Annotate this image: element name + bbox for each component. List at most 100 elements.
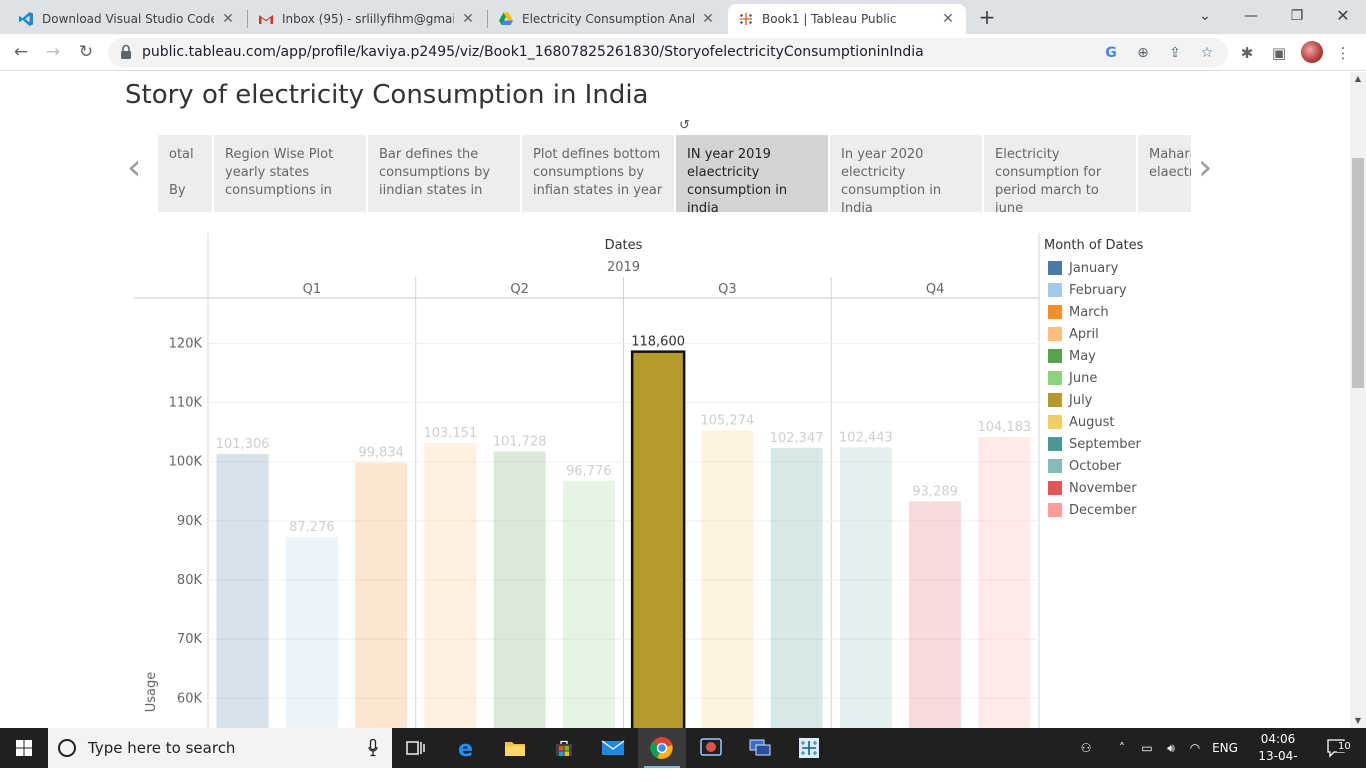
google-icon[interactable]: G xyxy=(1105,45,1117,61)
menu-kebab-icon[interactable]: ⋮ xyxy=(1335,44,1351,62)
search-placeholder: Type here to search xyxy=(88,739,236,757)
story-point-caption: otal By xyxy=(169,147,194,198)
legend-item-august[interactable]: August xyxy=(1048,413,1115,431)
language-indicator[interactable]: ENG xyxy=(1212,741,1238,755)
windows-taskbar: Type here to search e ⚇ ˄ ▭ 🔊︎ ◠ ENG 04:… xyxy=(0,728,1366,780)
y-tick-label: 100K xyxy=(169,455,203,470)
file-explorer-icon[interactable] xyxy=(491,728,539,768)
side-panel-icon[interactable]: ▣ xyxy=(1271,44,1287,62)
browser-tab-strip: Download Visual Studio Code - M ✕ Inbox … xyxy=(0,0,1366,34)
show-hidden-icons-chevron-icon[interactable]: ˄ xyxy=(1119,741,1125,755)
story-point[interactable]: otal By xyxy=(158,135,212,212)
minimize-button[interactable]: — xyxy=(1244,8,1258,24)
story-point[interactable]: Bar defines the consumptions by iindian … xyxy=(368,135,520,212)
media-player-icon[interactable] xyxy=(687,728,735,768)
tab-gmail[interactable]: Inbox (95) - srlillyfihm@gmail.co ✕ xyxy=(248,4,486,34)
close-icon[interactable]: ✕ xyxy=(942,11,954,27)
legend-swatch xyxy=(1048,349,1062,363)
taskbar-clock[interactable]: 04:06 13-04-2023 xyxy=(1248,731,1308,782)
legend-item-september[interactable]: September xyxy=(1048,435,1141,453)
extensions-puzzle-icon[interactable]: ✱ xyxy=(1240,44,1254,62)
chrome-icon[interactable] xyxy=(638,728,686,768)
back-button[interactable]: ← xyxy=(13,42,29,62)
y-tick-label: 80K xyxy=(177,573,203,588)
legend-item-june[interactable]: June xyxy=(1048,369,1097,387)
profile-avatar[interactable] xyxy=(1301,41,1323,63)
legend-item-november[interactable]: November xyxy=(1048,479,1137,497)
page-scrollbar[interactable]: ▲ ▼ xyxy=(1350,72,1366,728)
restore-button[interactable]: ❐ xyxy=(1290,8,1304,24)
edge-browser-icon[interactable]: e xyxy=(443,728,491,768)
story-point[interactable]: Mahara highest elaectr xyxy=(1138,135,1191,212)
url-text: public.tableau.com/app/profile/kaviya.p2… xyxy=(142,44,924,60)
close-icon[interactable]: ✕ xyxy=(462,11,474,27)
previous-story-point-icon[interactable]: ‹ xyxy=(127,147,142,188)
bar-march xyxy=(355,462,408,728)
notification-count: 10 xyxy=(1337,741,1352,752)
legend-label: September xyxy=(1069,436,1141,452)
taskbar-search-box[interactable]: Type here to search xyxy=(48,728,392,768)
bar-value-label: 87,276 xyxy=(289,520,335,535)
bar-july xyxy=(630,350,686,728)
notification-center-button[interactable]: 10 xyxy=(1318,728,1358,768)
story-point[interactable]: In year 2020 electricity consumption in … xyxy=(830,135,982,212)
tab-tableau[interactable]: Book1 | Tableau Public ✕ xyxy=(728,4,966,34)
quarter-label: Q4 xyxy=(926,282,945,297)
tab-vscode[interactable]: Download Visual Studio Code - M ✕ xyxy=(8,4,246,34)
next-story-point-icon[interactable]: › xyxy=(1198,147,1213,188)
new-tab-button[interactable]: + xyxy=(978,5,996,29)
close-icon[interactable]: ✕ xyxy=(702,11,714,27)
legend-swatch xyxy=(1048,481,1062,495)
remote-desktop-icon[interactable] xyxy=(736,728,784,768)
windows-logo-icon xyxy=(16,740,32,756)
forward-button[interactable]: → xyxy=(45,42,61,62)
revert-icon[interactable]: ↺ xyxy=(679,118,690,133)
battery-icon[interactable]: ▭ xyxy=(1141,741,1153,755)
legend-swatch xyxy=(1048,305,1062,319)
people-icon[interactable]: ⚇ xyxy=(1080,741,1092,755)
legend-item-october[interactable]: October xyxy=(1048,457,1121,475)
lock-icon xyxy=(121,44,131,59)
story-point[interactable]: Plot defines bottom consumptions by infi… xyxy=(522,135,674,212)
bookmark-star-icon[interactable]: ☆ xyxy=(1200,45,1214,61)
tableau-story-page: Story of electricity Consumption in Indi… xyxy=(0,72,1366,728)
legend-item-december[interactable]: December xyxy=(1048,501,1136,519)
task-view-icon[interactable] xyxy=(392,728,440,768)
clock-date: 13-04-2023 xyxy=(1258,749,1298,780)
legend-item-march[interactable]: March xyxy=(1048,303,1109,321)
legend-item-april[interactable]: April xyxy=(1048,325,1099,343)
story-point-caption: Bar defines the consumptions by iindian … xyxy=(379,147,491,198)
volume-icon[interactable]: 🔊︎ xyxy=(1167,740,1175,755)
start-button[interactable] xyxy=(0,728,48,768)
legend-item-may[interactable]: May xyxy=(1048,347,1096,365)
legend-label: January xyxy=(1069,260,1119,276)
legend-label: October xyxy=(1069,458,1122,474)
legend-swatch xyxy=(1048,327,1062,341)
close-window-button[interactable]: ✕ xyxy=(1336,6,1350,25)
wifi-icon[interactable]: ◠ xyxy=(1189,741,1201,755)
bar-value-label: 102,347 xyxy=(770,431,824,446)
reload-button[interactable]: ↻ xyxy=(78,42,94,62)
close-icon[interactable]: ✕ xyxy=(222,11,234,27)
microphone-icon[interactable] xyxy=(368,739,378,757)
tab-search-chevron-icon[interactable]: ⌄ xyxy=(1199,8,1211,24)
zoom-icon[interactable]: ⊕ xyxy=(1137,45,1149,61)
address-bar[interactable]: public.tableau.com/app/profile/kaviya.p2… xyxy=(108,38,1228,67)
bar-january xyxy=(216,453,269,728)
legend-item-february[interactable]: February xyxy=(1048,281,1127,299)
legend-item-july[interactable]: July xyxy=(1048,391,1092,409)
mail-icon[interactable] xyxy=(589,728,637,768)
share-icon[interactable]: ⇪ xyxy=(1169,45,1181,61)
scroll-up-arrow-icon[interactable]: ▲ xyxy=(1354,74,1362,83)
legend-swatch xyxy=(1048,437,1062,451)
tab-google-drive[interactable]: Electricity Consumption Analysis ✕ xyxy=(488,4,726,34)
story-point[interactable]: Region Wise Plot yearly states consumpti… xyxy=(214,135,366,212)
microsoft-store-icon[interactable] xyxy=(540,728,588,768)
tableau-app-icon[interactable] xyxy=(785,728,833,768)
scrollbar-thumb[interactable] xyxy=(1352,158,1364,388)
legend-item-january[interactable]: January xyxy=(1048,259,1118,277)
scroll-down-arrow-icon[interactable]: ▼ xyxy=(1354,716,1362,725)
legend-title: Month of Dates xyxy=(1044,238,1144,253)
story-point[interactable]: Electricity consumption for period march… xyxy=(984,135,1136,212)
story-point-active[interactable]: IN year 2019 elaectricity consumption in… xyxy=(676,135,828,212)
